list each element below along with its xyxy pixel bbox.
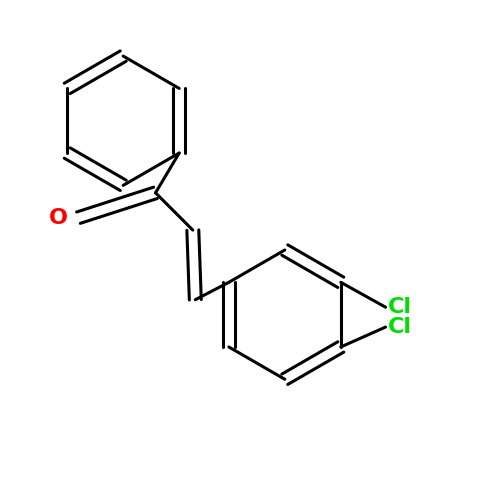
- Text: Cl: Cl: [388, 297, 412, 317]
- Text: O: O: [48, 208, 68, 228]
- Text: Cl: Cl: [388, 317, 412, 337]
